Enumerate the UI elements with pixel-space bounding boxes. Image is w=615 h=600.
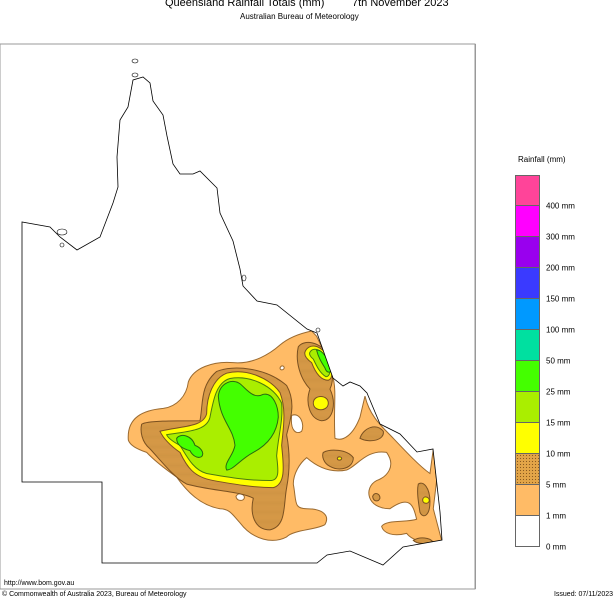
legend-label: 400 mm <box>546 201 575 211</box>
rainfall-contours <box>128 331 441 544</box>
legend-band-200-300 <box>515 237 540 268</box>
source-url[interactable]: http://www.bom.gov.au <box>4 580 75 587</box>
legend-band-400+ <box>515 175 540 206</box>
island <box>315 327 321 333</box>
island <box>241 274 247 282</box>
legend-band-0-1 <box>515 516 540 547</box>
legend-band-5-10 <box>515 454 540 485</box>
legend-panel <box>475 44 615 589</box>
legend-label: 150 mm <box>546 294 575 304</box>
legend-label: 50 mm <box>546 356 571 366</box>
island <box>59 242 65 248</box>
legend-band-100-150 <box>515 299 540 330</box>
legend-band-25-50 <box>515 361 540 392</box>
map-title: Queensland Rainfall Totals (mm) <box>165 0 325 9</box>
map-date: 7th November 2023 <box>352 0 449 9</box>
legend-band-50-100 <box>515 330 540 361</box>
legend-band-15-25 <box>515 392 540 423</box>
map-subtitle: Australian Bureau of Meteorology <box>240 12 359 21</box>
island <box>131 58 139 64</box>
legend-label: 300 mm <box>546 232 575 242</box>
legend-band-1-5 <box>515 485 540 516</box>
copyright: © Commonwealth of Australia 2023, Bureau… <box>2 591 187 598</box>
legend-label: 200 mm <box>546 263 575 273</box>
legend-label: 5 mm <box>546 480 566 490</box>
island <box>56 228 68 236</box>
queensland-outline <box>21 76 443 566</box>
legend-band-300-400 <box>515 206 540 237</box>
legend-label: 0 mm <box>546 542 566 552</box>
legend-label: 1 mm <box>546 511 566 521</box>
legend-band-150-200 <box>515 268 540 299</box>
legend-label: 15 mm <box>546 418 571 428</box>
legend-band-10-15 <box>515 423 540 454</box>
island <box>131 72 139 78</box>
legend-label: 25 mm <box>546 387 571 397</box>
legend-label: 10 mm <box>546 449 571 459</box>
legend-title: Rainfall (mm) <box>518 155 566 164</box>
issued-date: Issued: 07/11/2023 <box>553 591 613 598</box>
legend-label: 100 mm <box>546 325 575 335</box>
